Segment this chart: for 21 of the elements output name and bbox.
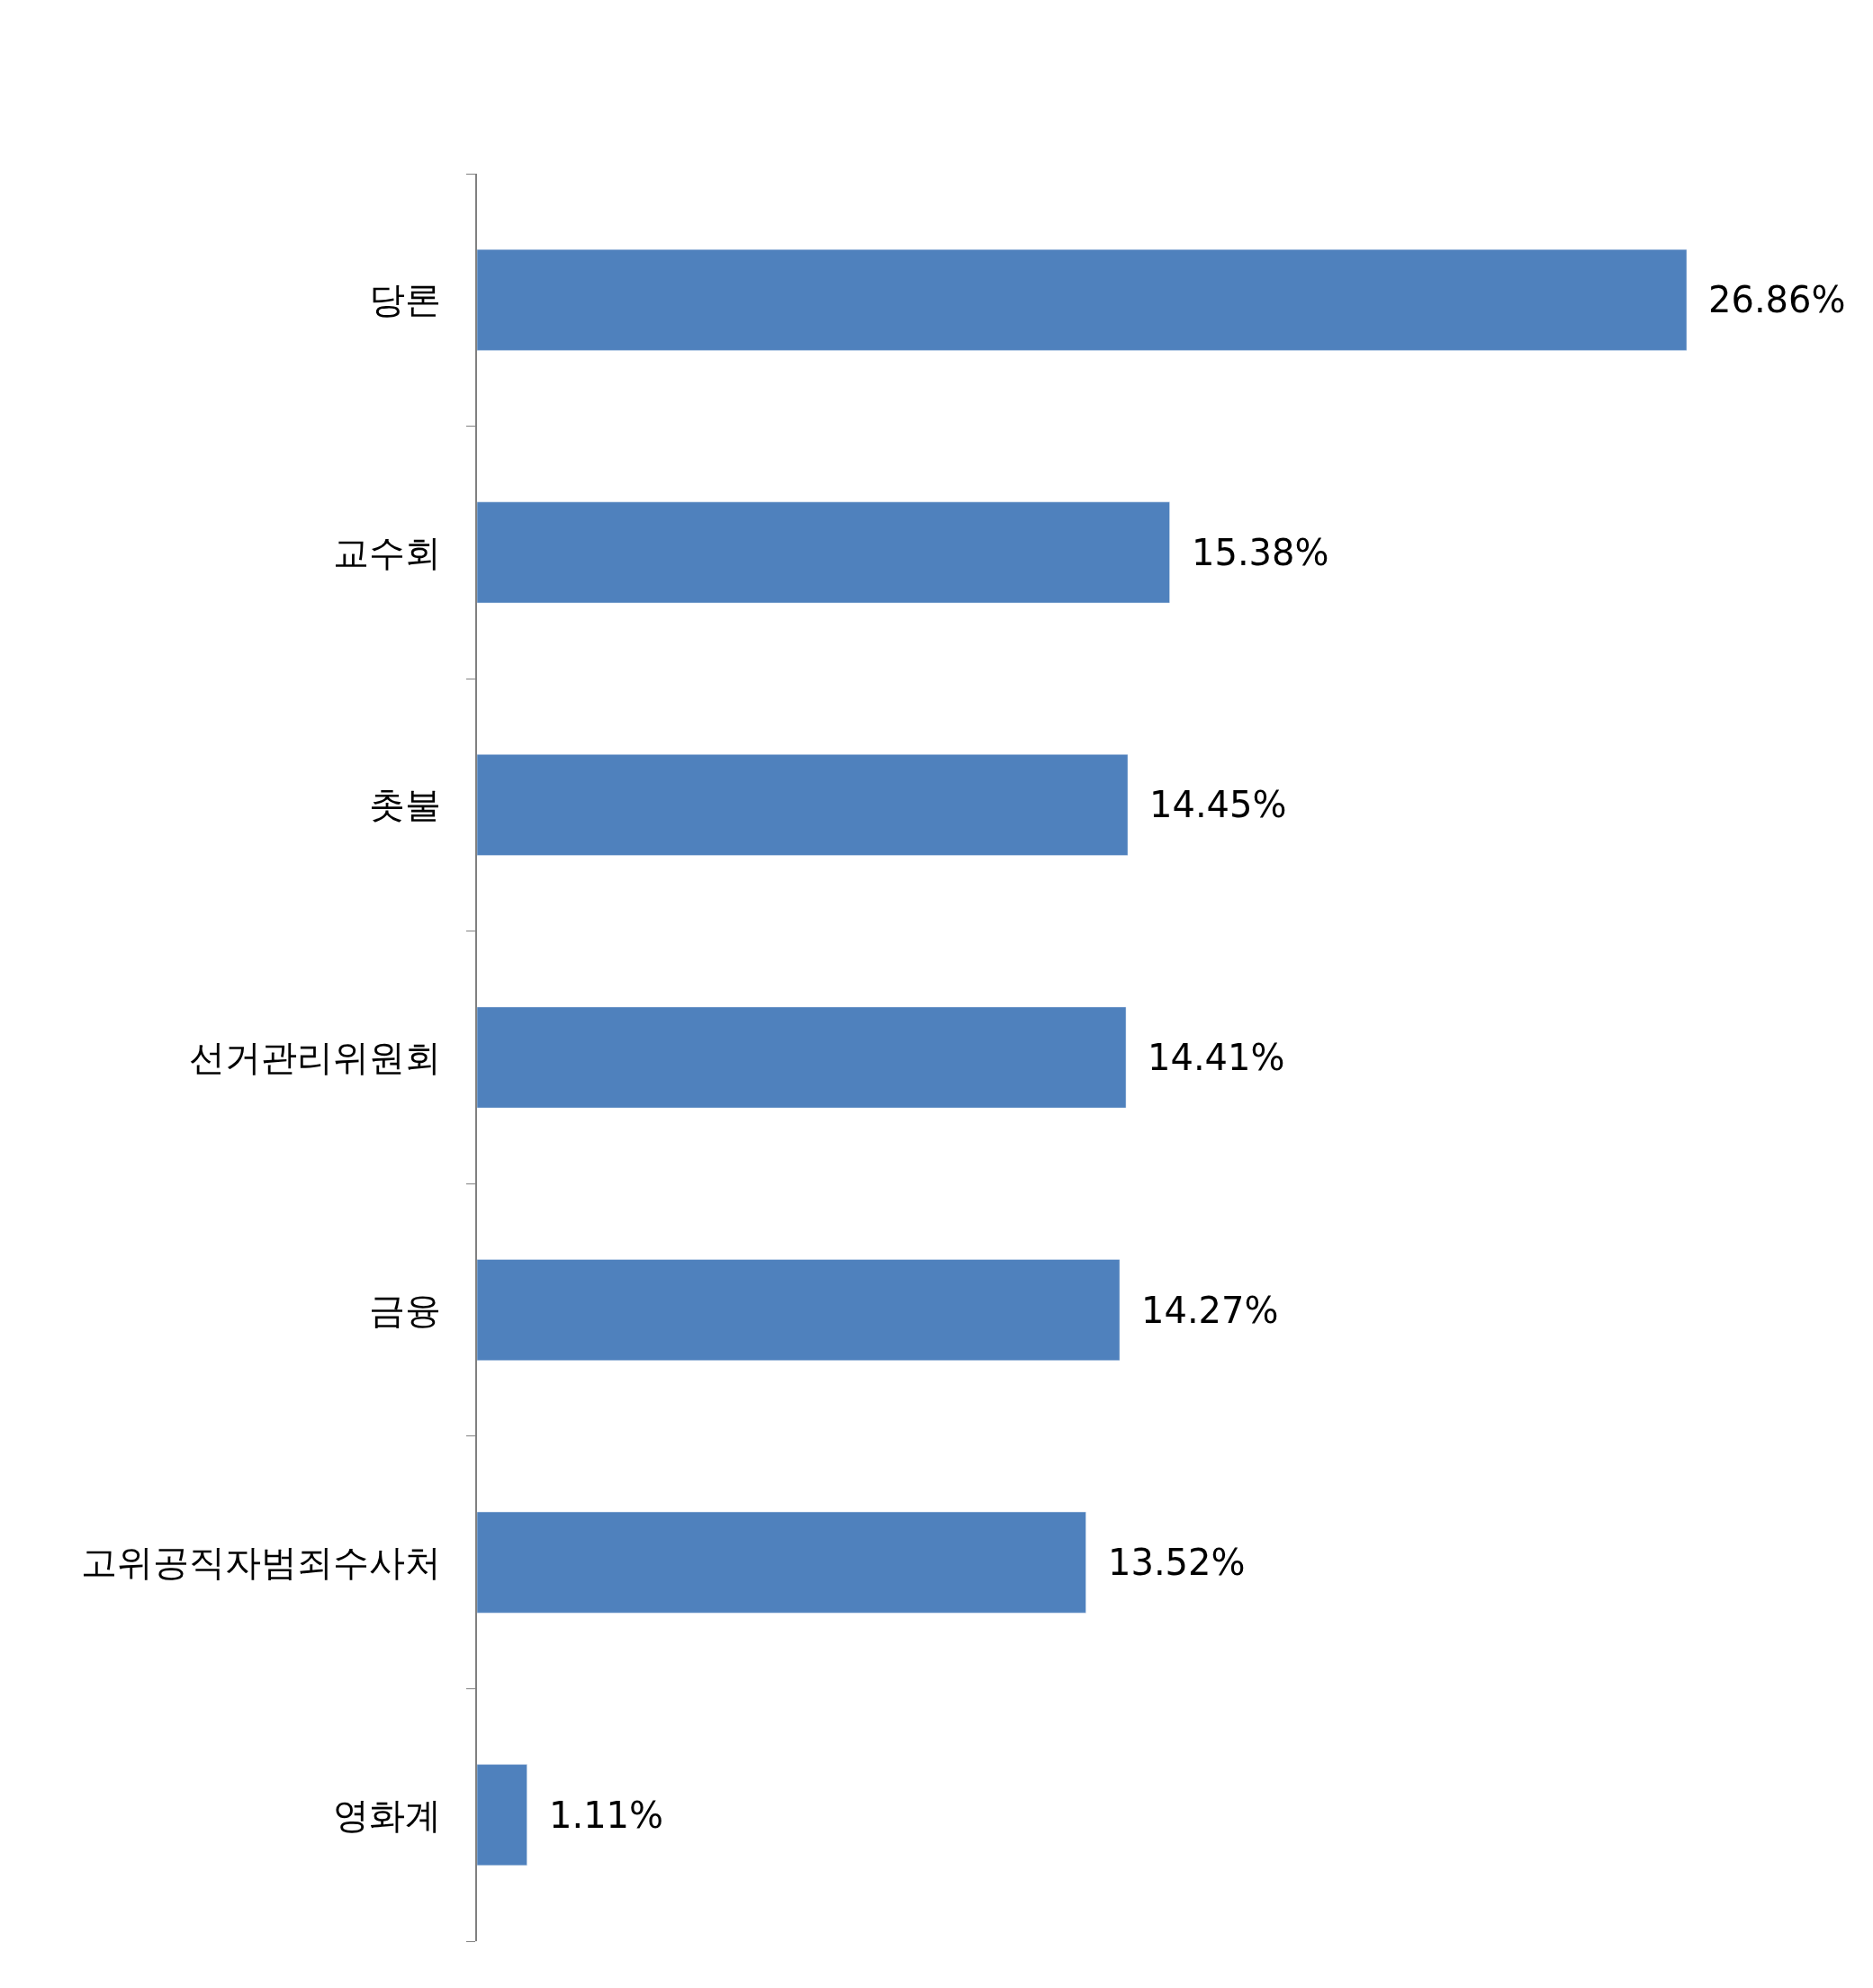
- data-label: 1.11%: [549, 1795, 664, 1836]
- bar: [477, 754, 1129, 856]
- y-tick-label: 교수회: [333, 531, 441, 573]
- y-tick-label: 영화계: [333, 1794, 441, 1836]
- bar: [477, 248, 1687, 351]
- bar: [477, 1764, 527, 1867]
- data-label: 14.45%: [1149, 784, 1287, 825]
- data-label: 15.38%: [1192, 532, 1329, 573]
- bar: [477, 501, 1170, 604]
- data-label: 13.52%: [1108, 1542, 1246, 1583]
- bar: [477, 1511, 1086, 1614]
- y-tick-label: 촛불: [369, 784, 441, 826]
- y-tick-label: 선거관리위원회: [189, 1037, 441, 1078]
- y-tick-label: 당론: [369, 279, 441, 321]
- bar: [477, 1259, 1121, 1361]
- bar: [477, 1006, 1127, 1109]
- y-tick-label: 금융: [369, 1289, 441, 1331]
- data-label: 14.41%: [1148, 1037, 1285, 1078]
- data-label: 26.86%: [1708, 279, 1846, 320]
- data-label: 14.27%: [1141, 1290, 1279, 1331]
- y-tick-label: 고위공직자범죄수사처: [81, 1542, 441, 1584]
